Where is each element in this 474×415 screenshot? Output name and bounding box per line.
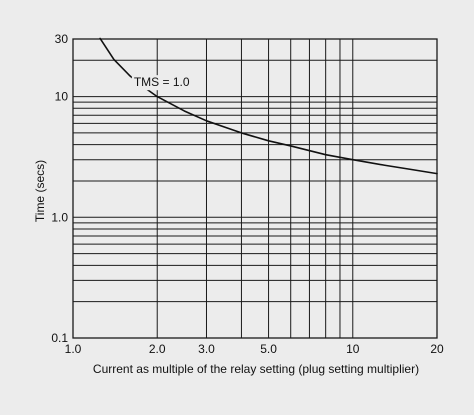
- x-tick-label: 10: [346, 342, 360, 356]
- y-tick-labels: 0.1 1.0 10 30: [51, 32, 68, 345]
- y-tick-label: 0.1: [51, 331, 68, 345]
- curve-label-background: [131, 75, 198, 91]
- x-tick-label: 2.0: [149, 342, 166, 356]
- annotation-layer: TMS = 1.0: [131, 75, 198, 91]
- x-tick-label: 5.0: [260, 342, 277, 356]
- y-tick-label: 10: [55, 90, 69, 104]
- x-tick-label: 3.0: [198, 342, 215, 356]
- y-tick-label: 1.0: [51, 210, 68, 224]
- plot-area-border: [72, 38, 438, 339]
- y-axis-title: Time (secs): [33, 160, 47, 222]
- x-tick-label: 20: [430, 342, 444, 356]
- y-tick-label: 30: [55, 32, 69, 46]
- x-tick-label: 1.0: [65, 342, 82, 356]
- x-axis-title: Current as multiple of the relay setting…: [93, 362, 419, 376]
- x-tick-labels: 1.0 2.0 3.0 5.0 10 20: [65, 342, 444, 356]
- curve-label: TMS = 1.0: [134, 75, 190, 89]
